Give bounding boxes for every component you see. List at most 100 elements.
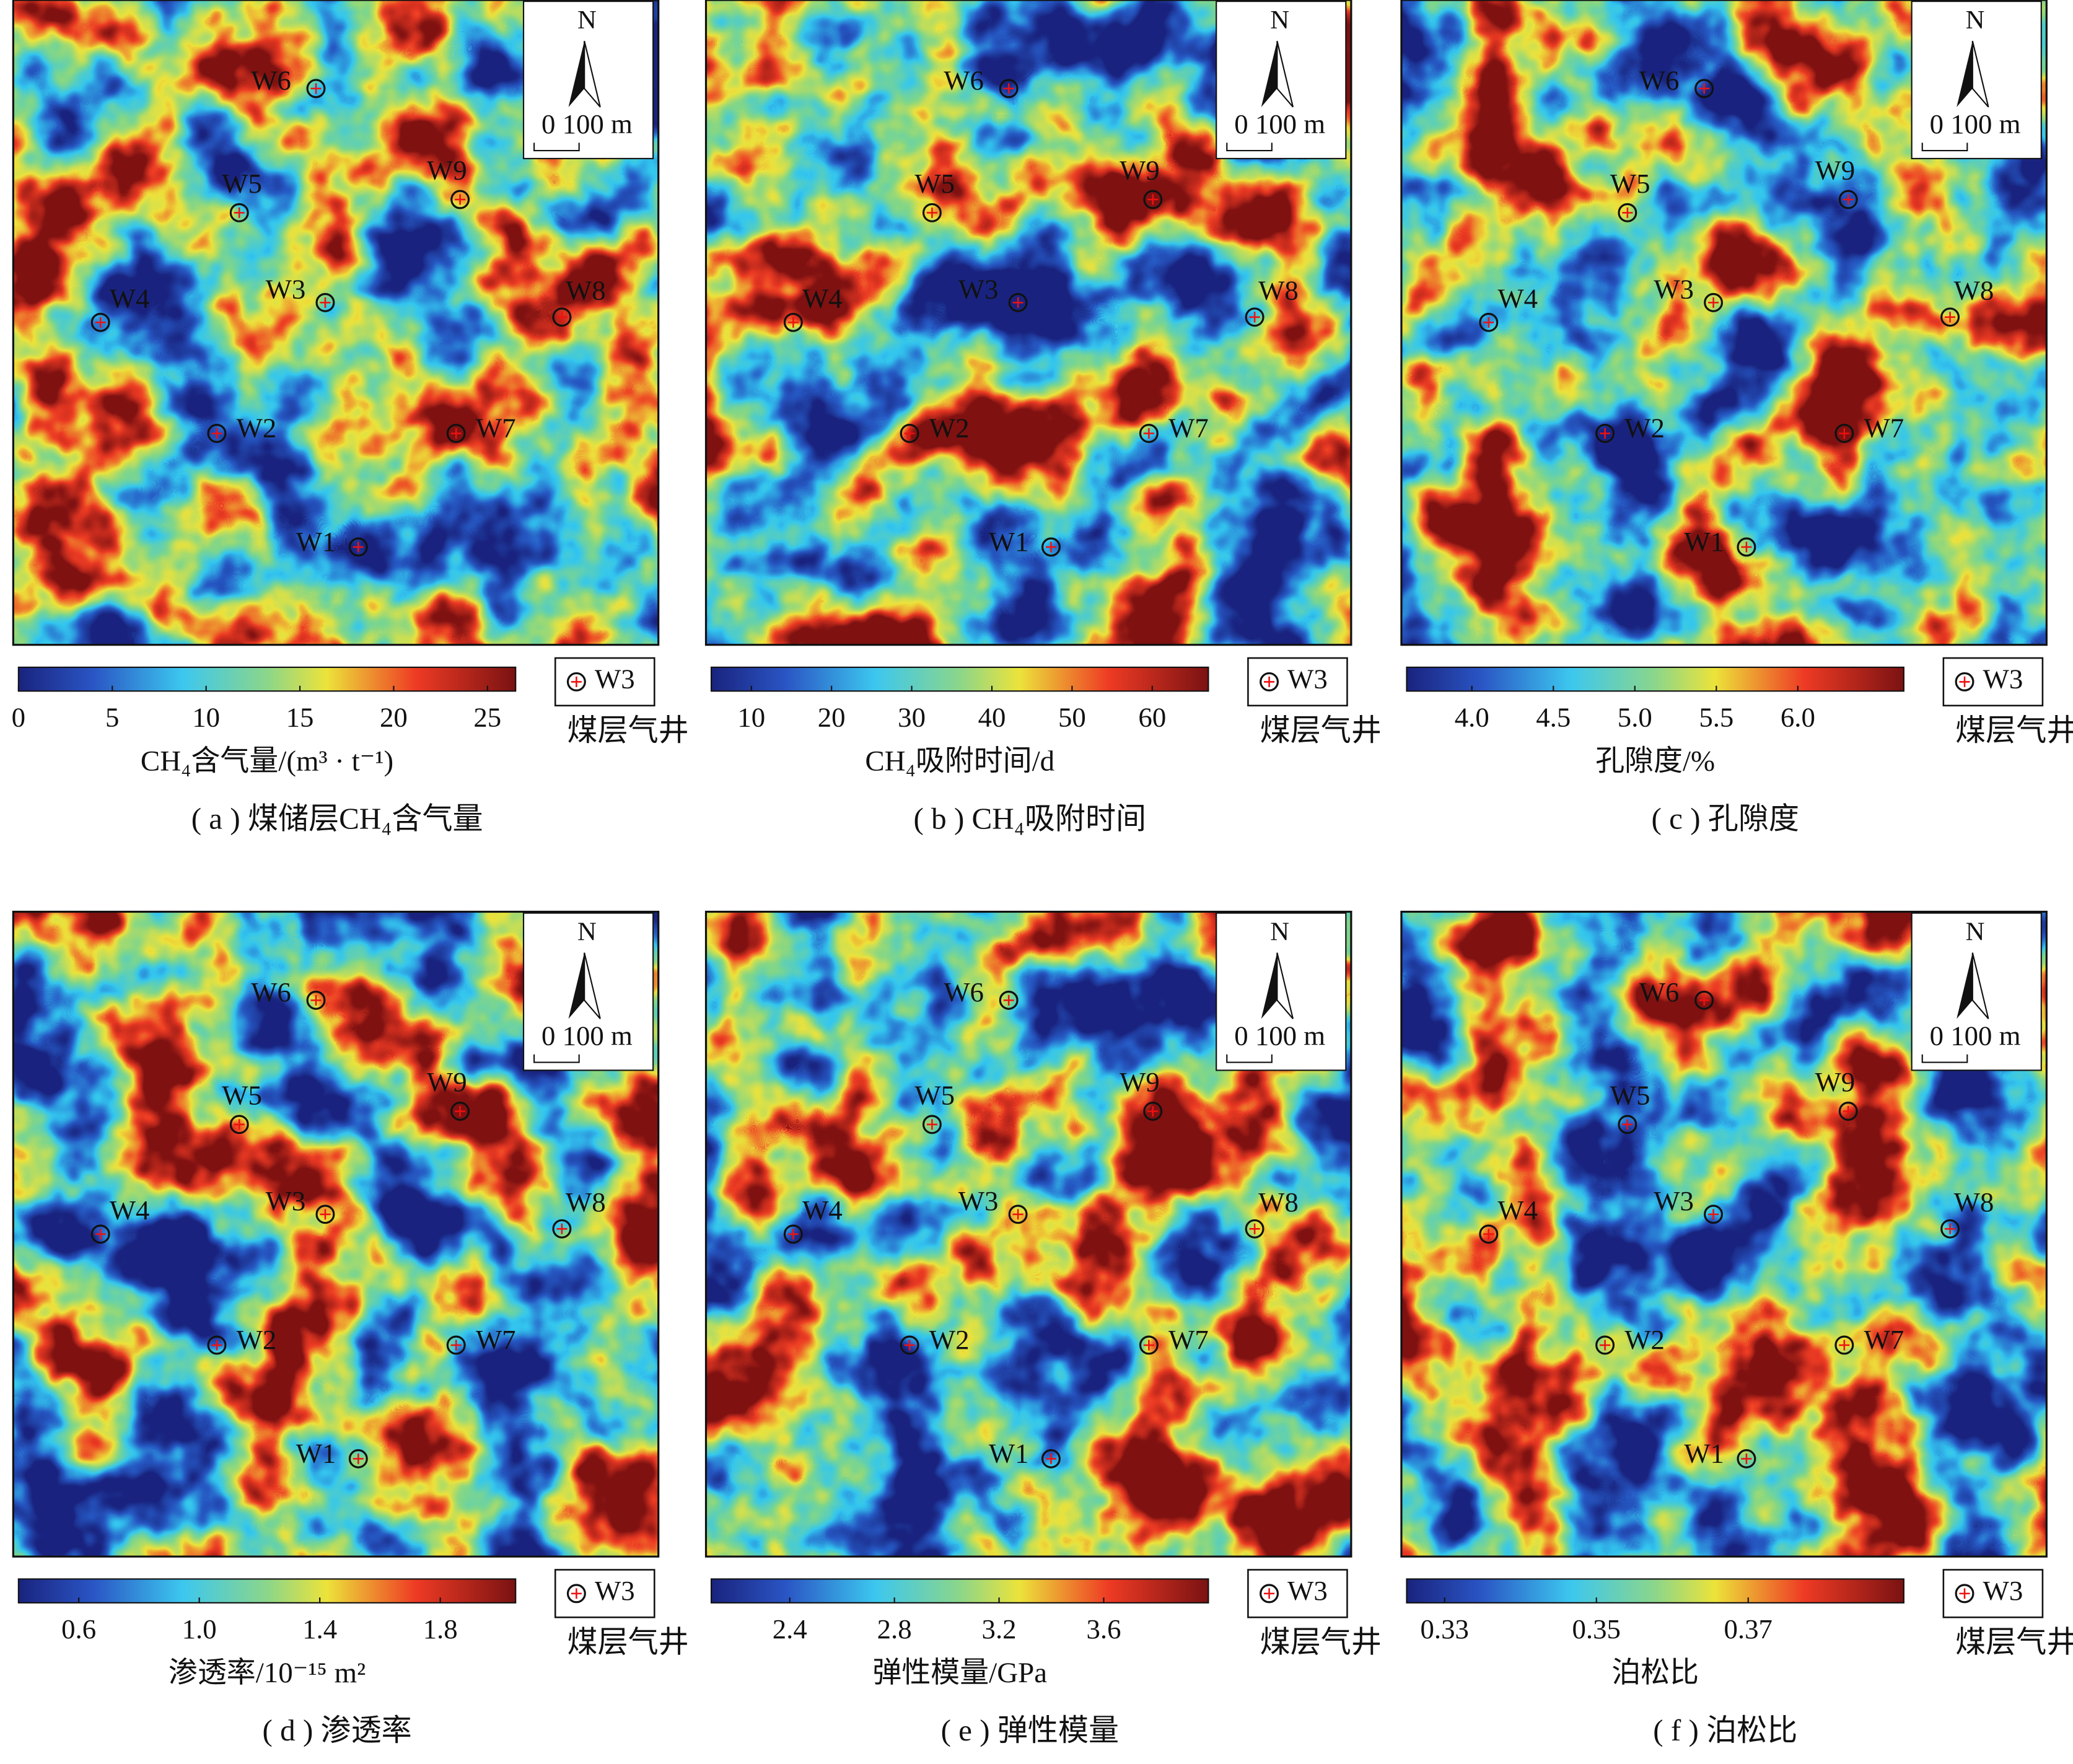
well-marker [306,79,326,99]
colorbar [17,1578,517,1604]
colorbar-tick-label: 25 [473,702,501,733]
well-label: W9 [427,155,467,186]
well-cross [234,207,245,218]
well-cross [310,83,322,94]
legend-symbol-label: W3 [1983,1575,2023,1606]
well-label: W9 [1120,1066,1160,1097]
well-cross [1839,428,1850,439]
well-label: W5 [914,168,955,199]
well-cross [1012,1209,1023,1220]
colorbar-tick-label: 20 [818,702,846,733]
scale-bar-label: 0 100 m [1930,1020,2021,1051]
well-label: W8 [566,275,606,306]
legend-symbol-label: W3 [1983,664,2023,695]
compass-arrow [1957,41,1973,107]
well-cross [1843,1105,1854,1117]
well-cross [1003,994,1014,1006]
panel-caption: ( a ) 煤储层CH₄含气量 [191,802,483,836]
legend-cross [1959,676,1970,687]
legend-label: 煤层气井 [1955,1625,2073,1659]
well-label: W3 [1654,274,1694,305]
well-cross [1143,1340,1154,1351]
well-marker [783,1224,803,1244]
well-marker [1008,1205,1028,1224]
well-marker [90,312,110,332]
well-cross [556,312,568,323]
map-frame [704,0,1352,646]
well-marker [552,307,572,327]
well-marker [1618,203,1637,222]
map-frame [1400,0,2048,646]
colorbar-label: CH₄含气量/(m³ · t⁻¹) [141,745,393,777]
legend-symbol-label: W3 [1287,1575,1328,1606]
well-marker [207,1335,227,1355]
well-marker [1737,537,1756,557]
colorbar-tick-label: 10 [192,702,220,733]
well-marker [1479,1224,1499,1244]
well-marker [1838,1102,1858,1121]
well-marker [1595,1335,1615,1355]
colorbar-tick-label: 3.2 [982,1613,1017,1644]
colorbar [1406,666,1904,692]
well-cross [455,1105,466,1117]
colorbar-label: CH₄吸附时间/d [865,745,1054,777]
well-label: W3 [266,274,306,305]
well-label: W5 [222,168,262,199]
well-label: W1 [296,526,336,557]
well-cross [1741,542,1752,553]
well-cross [1249,1223,1260,1234]
well-label: W6 [251,976,291,1007]
well-marker [1139,1335,1159,1355]
well-label: W5 [222,1079,262,1110]
colorbar-tick-label: 1.0 [182,1613,217,1644]
well-marker [450,1102,470,1121]
compass-label: N [1966,6,1985,35]
legend-cross [571,1588,582,1599]
well-label: W8 [1258,275,1299,306]
well-label: W7 [1864,413,1904,444]
well-cross [1012,297,1023,308]
colorbar-tick-label: 0.35 [1572,1613,1621,1644]
well-cross [353,542,364,553]
compass-arrow [1971,952,1989,1019]
well-marker [1008,292,1028,312]
colorbar-tick-label: 0.37 [1724,1613,1773,1644]
scale-bar-label: 0 100 m [1930,108,2021,139]
legend-marker [1260,672,1279,691]
well-cross [904,1340,915,1351]
well-label: W9 [1120,155,1160,186]
well-label: W8 [1954,1187,1994,1218]
well-cross [1843,194,1854,205]
well-marker [1704,1205,1724,1224]
well-marker [1245,307,1264,327]
well-label: W2 [1624,413,1665,444]
colorbar-label: 渗透率/10⁻¹⁵ m² [169,1657,366,1689]
colorbar-tick-label: 2.4 [773,1613,807,1644]
well-label: W5 [1610,168,1650,199]
legend-marker [1955,1584,1974,1604]
well-cross [1483,1229,1494,1240]
well-label: W8 [1954,275,1994,306]
well-label: W7 [476,413,516,444]
well-label: W1 [1684,1437,1724,1468]
panel-caption: ( c ) 孔隙度 [1652,802,1799,836]
well-label: W4 [110,283,150,314]
legend-symbol-label: W3 [595,1575,635,1606]
scale-bar [1226,1054,1273,1063]
well-cross [211,428,222,439]
well-label: W1 [1684,526,1724,557]
compass-arrow [584,40,601,108]
well-cross [320,297,331,308]
well-cross [450,1340,462,1351]
well-cross [1622,1119,1633,1130]
colorbar [710,666,1209,692]
well-label: W2 [929,413,970,444]
well-marker [207,424,227,443]
legend-label: 煤层气井 [1260,1625,1382,1659]
scale-bar-label: 0 100 m [541,1020,633,1051]
well-marker [1143,190,1163,209]
well-label: W5 [1610,1079,1650,1110]
map-frame [704,910,1352,1558]
well-cross [211,1340,222,1351]
colorbar-tick-label: 60 [1138,702,1166,733]
